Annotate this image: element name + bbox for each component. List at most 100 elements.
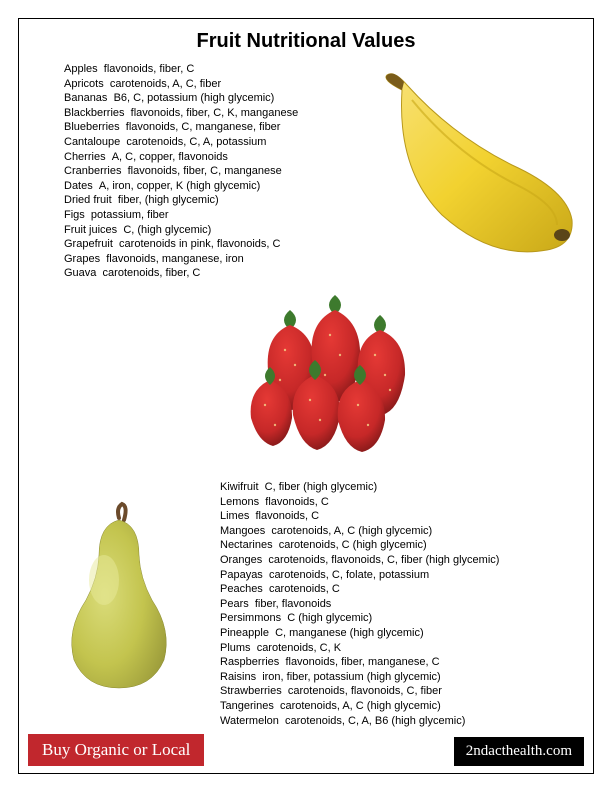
- fruit-nutrients: B6, C, potassium (high glycemic): [114, 92, 275, 104]
- fruit-row: Mangoes carotenoids, A, C (high glycemic…: [220, 524, 580, 539]
- fruit-nutrients: C (high glycemic): [287, 612, 372, 624]
- fruit-name: Persimmons: [220, 612, 281, 624]
- fruit-name: Dates: [64, 180, 93, 192]
- fruit-name: Tangerines: [220, 700, 274, 712]
- fruit-row: Strawberries carotenoids, flavonoids, C,…: [220, 684, 580, 699]
- fruit-nutrients: carotenoids, C: [269, 583, 340, 595]
- fruit-row: Cherries A, C, copper, flavonoids: [64, 150, 404, 165]
- fruit-name: Kiwifruit: [220, 481, 259, 493]
- fruit-nutrients: flavonoids, manganese, iron: [106, 253, 244, 265]
- fruit-row: Apricots carotenoids, A, C, fiber: [64, 77, 404, 92]
- fruit-row: Persimmons C (high glycemic): [220, 611, 580, 626]
- fruit-name: Fruit juices: [64, 224, 117, 236]
- fruit-list-top: Apples flavonoids, fiber, CApricots caro…: [64, 62, 404, 281]
- strawberries-icon: [230, 290, 430, 455]
- fruit-name: Cantaloupe: [64, 136, 120, 148]
- organic-badge: Buy Organic or Local: [28, 734, 204, 766]
- fruit-row: Apples flavonoids, fiber, C: [64, 62, 404, 77]
- fruit-name: Watermelon: [220, 715, 279, 727]
- url-badge: 2ndacthealth.com: [454, 737, 584, 766]
- fruit-row: Raspberries flavonoids, fiber, manganese…: [220, 655, 580, 670]
- fruit-row: Oranges carotenoids, flavonoids, C, fibe…: [220, 553, 580, 568]
- fruit-name: Oranges: [220, 554, 262, 566]
- fruit-row: Limes flavonoids, C: [220, 509, 580, 524]
- fruit-name: Mangoes: [220, 525, 265, 537]
- fruit-nutrients: C, manganese (high glycemic): [275, 627, 424, 639]
- fruit-nutrients: fiber, (high glycemic): [118, 194, 219, 206]
- fruit-row: Guava carotenoids, fiber, C: [64, 266, 404, 281]
- fruit-name: Pineapple: [220, 627, 269, 639]
- fruit-nutrients: flavonoids, fiber, C: [104, 63, 195, 75]
- fruit-name: Grapes: [64, 253, 100, 265]
- fruit-row: Blackberries flavonoids, fiber, C, K, ma…: [64, 106, 404, 121]
- fruit-nutrients: flavonoids, C, manganese, fiber: [126, 121, 281, 133]
- fruit-nutrients: A, C, copper, flavonoids: [112, 151, 228, 163]
- fruit-nutrients: flavonoids, fiber, C, K, manganese: [131, 107, 299, 119]
- fruit-nutrients: A, iron, copper, K (high glycemic): [99, 180, 260, 192]
- page-title: Fruit Nutritional Values: [0, 30, 612, 53]
- fruit-nutrients: iron, fiber, potassium (high glycemic): [262, 671, 441, 683]
- fruit-nutrients: carotenoids, C, folate, potassium: [269, 569, 429, 581]
- fruit-nutrients: carotenoids, C (high glycemic): [279, 539, 427, 551]
- fruit-row: Lemons flavonoids, C: [220, 495, 580, 510]
- fruit-name: Figs: [64, 209, 85, 221]
- fruit-nutrients: carotenoids, A, C, fiber: [110, 78, 221, 90]
- fruit-name: Apricots: [64, 78, 104, 90]
- fruit-row: Dates A, iron, copper, K (high glycemic): [64, 179, 404, 194]
- fruit-name: Nectarines: [220, 539, 273, 551]
- fruit-name: Grapefruit: [64, 238, 113, 250]
- fruit-name: Limes: [220, 510, 249, 522]
- fruit-row: Watermelon carotenoids, C, A, B6 (high g…: [220, 714, 580, 729]
- fruit-nutrients: carotenoids, C, A, B6 (high glycemic): [285, 715, 465, 727]
- fruit-name: Guava: [64, 267, 96, 279]
- fruit-row: Nectarines carotenoids, C (high glycemic…: [220, 538, 580, 553]
- fruit-row: Pears fiber, flavonoids: [220, 597, 580, 612]
- fruit-row: Peaches carotenoids, C: [220, 582, 580, 597]
- fruit-nutrients: C, (high glycemic): [123, 224, 211, 236]
- fruit-name: Lemons: [220, 496, 259, 508]
- fruit-nutrients: potassium, fiber: [91, 209, 169, 221]
- fruit-row: Grapefruit carotenoids in pink, flavonoi…: [64, 237, 404, 252]
- fruit-nutrients: flavonoids, fiber, manganese, C: [285, 656, 439, 668]
- fruit-row: Tangerines carotenoids, A, C (high glyce…: [220, 699, 580, 714]
- fruit-row: Figs potassium, fiber: [64, 208, 404, 223]
- fruit-row: Cranberries flavonoids, fiber, C, mangan…: [64, 164, 404, 179]
- fruit-row: Dried fruit fiber, (high glycemic): [64, 193, 404, 208]
- fruit-nutrients: carotenoids, flavonoids, C, fiber (high …: [268, 554, 499, 566]
- fruit-nutrients: carotenoids, C, A, potassium: [126, 136, 266, 148]
- fruit-row: Papayas carotenoids, C, folate, potassiu…: [220, 568, 580, 583]
- fruit-nutrients: carotenoids in pink, flavonoids, C: [119, 238, 280, 250]
- fruit-nutrients: flavonoids, C: [255, 510, 319, 522]
- fruit-nutrients: fiber, flavonoids: [255, 598, 331, 610]
- fruit-name: Papayas: [220, 569, 263, 581]
- fruit-name: Apples: [64, 63, 98, 75]
- fruit-name: Cherries: [64, 151, 106, 163]
- fruit-name: Raspberries: [220, 656, 279, 668]
- fruit-nutrients: flavonoids, fiber, C, manganese: [128, 165, 282, 177]
- fruit-name: Blackberries: [64, 107, 125, 119]
- fruit-nutrients: C, fiber (high glycemic): [265, 481, 377, 493]
- fruit-row: Cantaloupe carotenoids, C, A, potassium: [64, 135, 404, 150]
- fruit-name: Raisins: [220, 671, 256, 683]
- fruit-nutrients: carotenoids, A, C (high glycemic): [271, 525, 432, 537]
- fruit-name: Blueberries: [64, 121, 120, 133]
- fruit-nutrients: carotenoids, C, K: [257, 642, 341, 654]
- fruit-row: Blueberries flavonoids, C, manganese, fi…: [64, 120, 404, 135]
- fruit-list-bottom: Kiwifruit C, fiber (high glycemic)Lemons…: [220, 480, 580, 728]
- fruit-name: Bananas: [64, 92, 107, 104]
- fruit-row: Fruit juices C, (high glycemic): [64, 223, 404, 238]
- fruit-name: Pears: [220, 598, 249, 610]
- fruit-row: Raisins iron, fiber, potassium (high gly…: [220, 670, 580, 685]
- fruit-row: Pineapple C, manganese (high glycemic): [220, 626, 580, 641]
- fruit-nutrients: carotenoids, fiber, C: [103, 267, 201, 279]
- fruit-name: Peaches: [220, 583, 263, 595]
- fruit-name: Strawberries: [220, 685, 282, 697]
- fruit-row: Grapes flavonoids, manganese, iron: [64, 252, 404, 267]
- fruit-name: Cranberries: [64, 165, 121, 177]
- fruit-nutrients: carotenoids, flavonoids, C, fiber: [288, 685, 442, 697]
- fruit-row: Plums carotenoids, C, K: [220, 641, 580, 656]
- pear-icon: [44, 500, 194, 690]
- fruit-name: Dried fruit: [64, 194, 112, 206]
- fruit-nutrients: flavonoids, C: [265, 496, 329, 508]
- fruit-row: Kiwifruit C, fiber (high glycemic): [220, 480, 580, 495]
